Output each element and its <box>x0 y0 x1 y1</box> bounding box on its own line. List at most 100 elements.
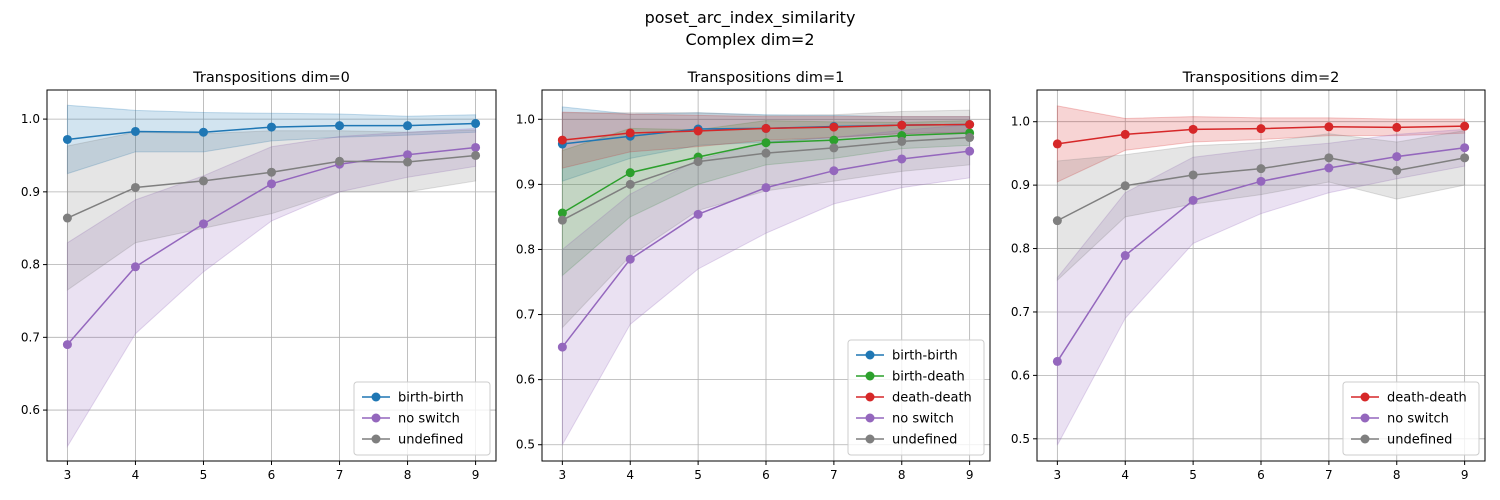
data-point-birth-birth <box>62 134 72 144</box>
y-tick-label: 0.5 <box>516 438 535 452</box>
x-tick-label: 6 <box>268 468 276 482</box>
data-point-death-death <box>625 128 635 138</box>
data-point-death-death <box>761 123 771 133</box>
legend-label: undefined <box>1387 433 1452 448</box>
figure-subtitle: Complex dim=2 <box>685 30 815 49</box>
data-point-birth-death <box>625 168 635 178</box>
y-tick-label: 0.6 <box>21 403 40 417</box>
data-point-death-death <box>557 135 567 145</box>
y-tick-label: 0.9 <box>21 185 40 199</box>
x-tick-label: 4 <box>132 468 140 482</box>
x-tick-label: 9 <box>966 468 974 482</box>
x-tick-label: 5 <box>694 468 702 482</box>
y-tick-label: 0.8 <box>21 258 40 272</box>
data-point-no-switch <box>267 179 276 189</box>
data-point-undefined <box>897 136 907 146</box>
legend-label: birth-birth <box>892 349 958 364</box>
legend-label: no switch <box>1387 412 1449 427</box>
subplot-title: Transpositions dim=1 <box>687 70 845 86</box>
band-undefined <box>66 129 477 292</box>
y-tick-label: 0.7 <box>1011 305 1030 319</box>
legend-label: birth-birth <box>398 391 464 406</box>
x-tick-label: 4 <box>1121 468 1129 482</box>
data-point-undefined <box>267 167 276 177</box>
x-tick-label: 3 <box>64 468 72 482</box>
data-point-undefined <box>471 150 481 160</box>
data-point-undefined <box>1052 216 1062 226</box>
subplot-title: Transpositions dim=2 <box>1182 70 1340 86</box>
data-point-birth-birth <box>198 127 208 137</box>
data-point-undefined <box>1460 153 1470 163</box>
legend-label: undefined <box>398 433 463 448</box>
x-tick-label: 9 <box>1461 468 1469 482</box>
x-tick-label: 4 <box>626 468 634 482</box>
x-tick-label: 3 <box>1054 468 1062 482</box>
band-birth-birth <box>66 104 477 175</box>
legend: death-death no switch undefined <box>1342 381 1480 456</box>
data-point-birth-birth <box>130 126 140 136</box>
band-no-switch <box>1056 128 1466 446</box>
data-point-death-death <box>1256 124 1266 134</box>
data-point-birth-death <box>761 138 771 148</box>
legend-label: death-death <box>892 391 972 406</box>
data-point-birth-death <box>557 208 567 218</box>
data-point-no-switch <box>62 340 72 350</box>
x-tick-label: 8 <box>898 468 906 482</box>
figure-title: poset_arc_index_similarity <box>644 8 856 27</box>
legend-marker <box>1360 392 1370 402</box>
y-tick-label: 0.5 <box>1011 432 1030 446</box>
data-point-no-switch <box>625 254 635 264</box>
data-point-undefined <box>335 156 345 166</box>
data-point-undefined <box>557 215 567 225</box>
band-no-switch <box>66 128 477 449</box>
legend-label: no switch <box>892 412 954 427</box>
data-point-birth-birth <box>267 122 276 132</box>
y-tick-label: 0.7 <box>21 330 40 344</box>
y-tick-label: 0.8 <box>516 242 535 256</box>
subplot-title: Transpositions dim=0 <box>192 70 350 86</box>
legend-label: death-death <box>1387 391 1467 406</box>
data-point-death-death <box>965 119 975 129</box>
y-tick-label: 0.6 <box>1011 368 1030 382</box>
data-point-no-switch <box>1120 251 1130 261</box>
data-point-no-switch <box>557 342 567 352</box>
data-point-no-switch <box>761 183 771 193</box>
subplot-2: 3 4 5 6 7 8 9 0.5 0.6 0.7 0.8 0.9 1.0 Transpositions … <box>516 70 991 482</box>
x-tick-label: 5 <box>200 468 208 482</box>
data-point-undefined <box>403 157 413 167</box>
y-tick-label: 0.8 <box>1011 242 1030 256</box>
data-point-no-switch <box>1052 356 1062 366</box>
data-point-undefined <box>761 148 771 158</box>
y-tick-label: 0.6 <box>516 373 535 387</box>
data-point-undefined <box>62 213 72 223</box>
data-point-no-switch <box>403 150 413 160</box>
data-point-death-death <box>693 126 703 136</box>
data-point-no-switch <box>829 166 839 176</box>
data-point-undefined <box>693 157 703 167</box>
x-tick-label: 6 <box>762 468 770 482</box>
band-undefined <box>1056 129 1466 282</box>
data-point-birth-death <box>829 135 839 145</box>
data-point-undefined <box>1256 164 1266 174</box>
band-death-death <box>1056 105 1466 183</box>
data-point-undefined <box>198 176 208 186</box>
data-point-no-switch <box>1256 176 1266 186</box>
data-point-death-death <box>1460 121 1470 131</box>
legend-label: no switch <box>398 412 460 427</box>
y-tick-label: 1.0 <box>1011 115 1030 129</box>
data-point-no-switch <box>471 142 481 152</box>
x-tick-label: 5 <box>1189 468 1197 482</box>
data-point-undefined <box>1392 166 1402 176</box>
x-tick-label: 7 <box>336 468 344 482</box>
x-tick-label: 8 <box>1393 468 1401 482</box>
data-point-undefined <box>130 182 140 192</box>
data-point-birth-birth <box>335 121 345 131</box>
legend-label: undefined <box>892 433 957 448</box>
data-point-death-death <box>1120 129 1130 139</box>
data-point-no-switch <box>965 146 975 156</box>
data-point-no-switch <box>1188 195 1198 205</box>
data-point-no-switch <box>198 219 208 229</box>
x-tick-label: 9 <box>472 468 480 482</box>
data-point-no-switch <box>1324 163 1334 173</box>
